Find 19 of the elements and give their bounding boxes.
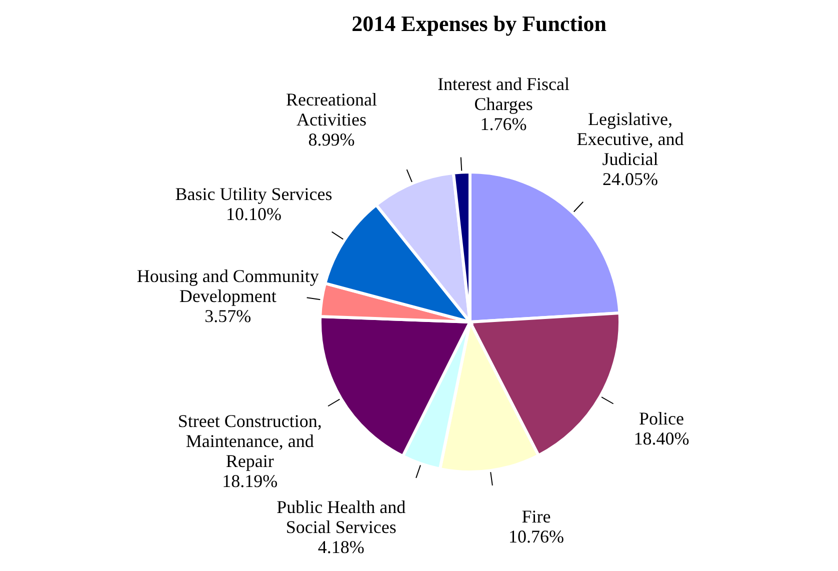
data-label: 18.19% — [222, 470, 278, 491]
slice-label: Fire — [522, 506, 551, 527]
data-label: 10.10% — [226, 204, 282, 224]
slice-label: Housing and Community Development — [136, 266, 319, 306]
data-label: 3.57% — [204, 306, 252, 326]
slice-label: Recreational Activities — [286, 89, 377, 130]
data-label: 1.76% — [480, 114, 527, 134]
data-label: 4.18% — [318, 537, 364, 558]
slice-label: Basic Utility Services — [175, 184, 332, 204]
slice-label: Legislative, Executive, and Judicial — [576, 108, 684, 169]
data-label: 8.99% — [308, 129, 355, 150]
data-label: 24.05% — [602, 168, 658, 189]
chart-title: 2014 Expenses by Function — [352, 11, 606, 36]
slice-label: Public Health and Social Services — [276, 497, 406, 538]
data-label: 18.40% — [634, 428, 690, 448]
slice-label: Street Construction, Maintenance, and Repair — [178, 410, 322, 471]
slice-label: Police — [639, 408, 684, 428]
data-label: 10.76% — [508, 526, 564, 547]
slice-label: Interest and Fiscal Charges — [438, 74, 570, 114]
